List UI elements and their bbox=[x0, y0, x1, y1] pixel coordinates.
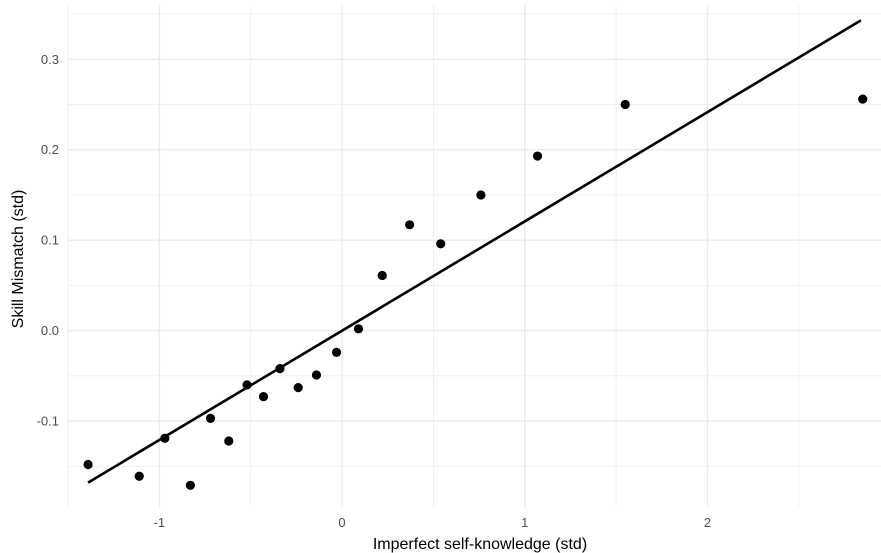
x-tick-label: 0 bbox=[338, 515, 345, 530]
y-tick-label: 0.0 bbox=[41, 323, 59, 338]
x-tick-label: 1 bbox=[521, 515, 528, 530]
y-tick-label: -0.1 bbox=[37, 414, 59, 429]
data-point bbox=[185, 480, 196, 490]
data-point bbox=[83, 459, 93, 470]
data-point bbox=[331, 347, 342, 357]
y-tick-label: 0.2 bbox=[41, 142, 59, 157]
grid-major bbox=[68, 5, 881, 507]
data-point bbox=[377, 270, 387, 281]
data-point bbox=[476, 190, 486, 200]
y-tick-label: 0.1 bbox=[41, 233, 59, 248]
data-point bbox=[353, 324, 364, 334]
y-tick-label: 0.3 bbox=[41, 52, 59, 67]
fit-line-group bbox=[87, 19, 862, 484]
x-axis-title: Imperfect self-knowledge (std) bbox=[373, 536, 587, 553]
grid-minor bbox=[67, 5, 881, 507]
data-point bbox=[311, 370, 322, 380]
regression-line bbox=[87, 19, 862, 484]
data-point bbox=[258, 392, 269, 402]
x-tick-label: -1 bbox=[154, 515, 166, 530]
data-point bbox=[275, 364, 285, 374]
x-tick-label: 2 bbox=[704, 515, 711, 530]
data-point bbox=[224, 436, 234, 446]
data-point bbox=[134, 471, 144, 481]
data-point bbox=[293, 383, 303, 393]
data-point bbox=[532, 151, 543, 161]
data-points bbox=[83, 94, 868, 490]
data-point bbox=[436, 239, 446, 249]
data-point bbox=[858, 94, 868, 104]
data-point bbox=[405, 220, 415, 230]
y-axis-title: Skill Mismatch (std) bbox=[10, 190, 27, 329]
data-point bbox=[620, 99, 630, 110]
data-point bbox=[242, 380, 252, 390]
data-point bbox=[205, 413, 216, 423]
x-tick-labels: -1 0 1 2 bbox=[154, 515, 711, 530]
y-tick-labels: -0.1 0.0 0.1 0.2 0.3 bbox=[37, 52, 59, 429]
data-point bbox=[160, 433, 170, 443]
